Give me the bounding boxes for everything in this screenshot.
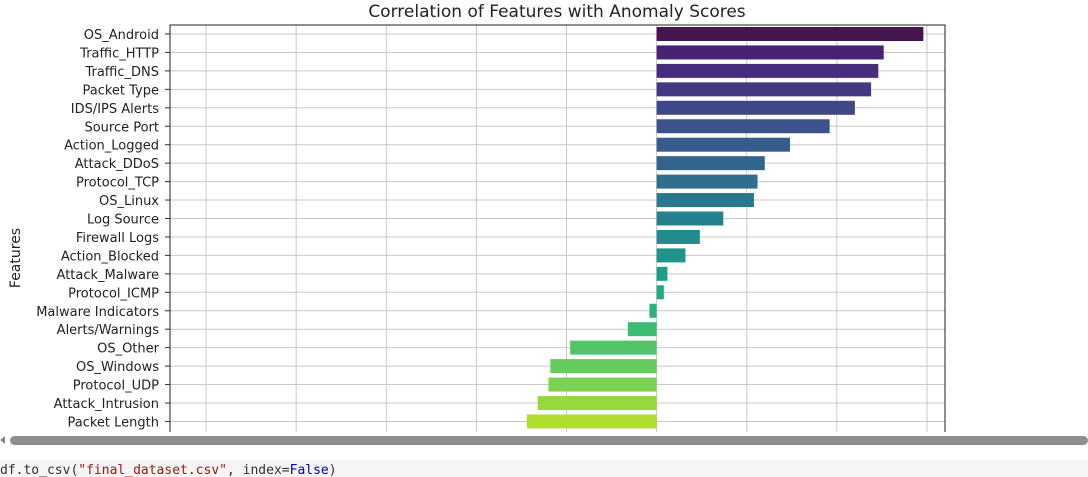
- code-suffix: ): [328, 463, 337, 477]
- code-keyword: False: [289, 463, 329, 477]
- code-prefix: df.to_csv(: [0, 463, 79, 477]
- y-tick-label: OS_Other: [97, 342, 160, 357]
- y-tick-label: Firewall Logs: [76, 231, 159, 246]
- bar: [656, 100, 855, 115]
- bar: [656, 82, 872, 97]
- plot-frame: [169, 24, 946, 432]
- bar: [656, 193, 754, 208]
- bar: [656, 119, 830, 134]
- y-tick-labels: OS_Android Traffic_HTTP Traffic_DNS Packet …: [36, 28, 159, 430]
- y-tick-label: OS_Linux: [99, 194, 159, 209]
- y-tick-label: Traffic_HTTP: [79, 46, 159, 61]
- y-tick-label: OS_Android: [84, 28, 159, 43]
- scrollbar-thumb[interactable]: [10, 436, 1088, 445]
- y-tick-label: OS_Windows: [76, 360, 159, 375]
- bar: [548, 377, 657, 392]
- y-tick-label: Protocol_UDP: [73, 379, 159, 394]
- y-tick-label: Attack_Intrusion: [54, 397, 159, 412]
- bar: [526, 414, 657, 429]
- y-tick-label: Log Source: [87, 213, 159, 228]
- horizontal-scrollbar[interactable]: [0, 432, 1088, 448]
- y-tick-label: Action_Logged: [64, 139, 159, 154]
- chart: Correlation of Features with Anomaly Sco…: [8, 2, 946, 432]
- bar: [656, 63, 879, 78]
- bar: [656, 266, 668, 281]
- bar: [656, 45, 884, 60]
- chart-title: Correlation of Features with Anomaly Sco…: [368, 2, 745, 22]
- axes-frame: [165, 24, 946, 432]
- y-tick-label: Malware Indicators: [36, 305, 159, 320]
- bars: [526, 27, 924, 429]
- code-cell[interactable]: df.to_csv("final_dataset.csv", index=Fal…: [0, 460, 1088, 477]
- bar: [656, 156, 765, 171]
- bar: [537, 396, 657, 410]
- bar: [649, 303, 657, 318]
- y-tick-label: Source Port: [84, 120, 159, 135]
- bar: [656, 211, 724, 226]
- y-tick-label: Traffic_DNS: [84, 65, 159, 80]
- y-tick-label: Protocol_ICMP: [68, 286, 159, 301]
- bar: [656, 174, 758, 189]
- bar: [656, 229, 700, 244]
- y-tick-label: Action_Blocked: [61, 249, 159, 264]
- y-tick-label: Alerts/Warnings: [57, 323, 160, 338]
- bar: [550, 359, 657, 374]
- y-tick-label: Attack_Malware: [57, 268, 159, 283]
- y-tick-label: Protocol_TCP: [76, 176, 159, 191]
- bar: [656, 285, 664, 300]
- y-tick-label: IDS/IPS Alerts: [71, 102, 159, 117]
- y-tick-label: Packet Length: [67, 415, 159, 430]
- code-string: "final_dataset.csv": [78, 463, 227, 477]
- bar: [570, 340, 657, 355]
- y-tick-label: Attack_DDoS: [75, 157, 159, 172]
- y-axis-label: Features: [8, 228, 24, 288]
- code-middle: , index=: [227, 463, 290, 477]
- bar: [627, 322, 657, 337]
- bar: [656, 137, 790, 152]
- bar: [656, 248, 686, 263]
- bar: [656, 27, 924, 41]
- scroll-left-icon[interactable]: [0, 436, 5, 444]
- y-tick-label: Packet Type: [82, 83, 159, 98]
